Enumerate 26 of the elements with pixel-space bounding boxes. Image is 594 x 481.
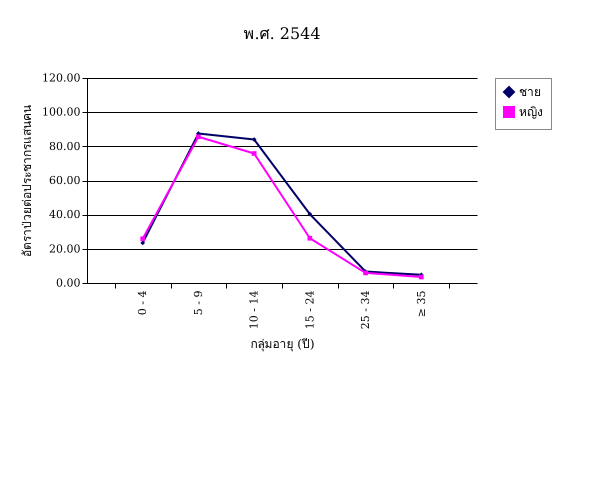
point xyxy=(252,151,256,156)
x-tick-label: 25 - 34 xyxy=(359,290,372,330)
y-axis-title: อัตราป่วยต่อประชากรแสนคน xyxy=(20,105,34,257)
x-tick-label: 10 - 14 xyxy=(248,290,261,330)
legend-label: หญิง xyxy=(519,105,543,119)
point xyxy=(308,212,312,216)
point xyxy=(308,236,312,241)
chart-title: พ.ศ. 2544 xyxy=(244,24,320,43)
x-axis-title: กลุ่มอายุ (ปี) xyxy=(250,337,315,352)
point xyxy=(252,137,256,142)
y-tick-label: 40.00 xyxy=(49,208,80,222)
point xyxy=(140,240,146,246)
y-tick-label: 20.00 xyxy=(49,242,80,256)
y-tick-label: 100.00 xyxy=(42,106,80,119)
y-tick-label: 120.00 xyxy=(42,72,80,84)
y-tick-label: 80.00 xyxy=(49,140,80,153)
point xyxy=(196,134,201,140)
x-tick-label: 5 - 9 xyxy=(192,290,205,316)
x-tick-label: 15 - 24 xyxy=(303,290,316,330)
point xyxy=(418,274,424,280)
point xyxy=(140,236,146,242)
legend-label: ชาย xyxy=(519,85,541,99)
x-tick-label: 0 - 4 xyxy=(136,290,150,316)
x-tick-label: ≥ 35 xyxy=(414,290,428,318)
y-tick-label: 60.00 xyxy=(49,174,80,187)
y-tick-label: 0.00 xyxy=(56,276,80,290)
